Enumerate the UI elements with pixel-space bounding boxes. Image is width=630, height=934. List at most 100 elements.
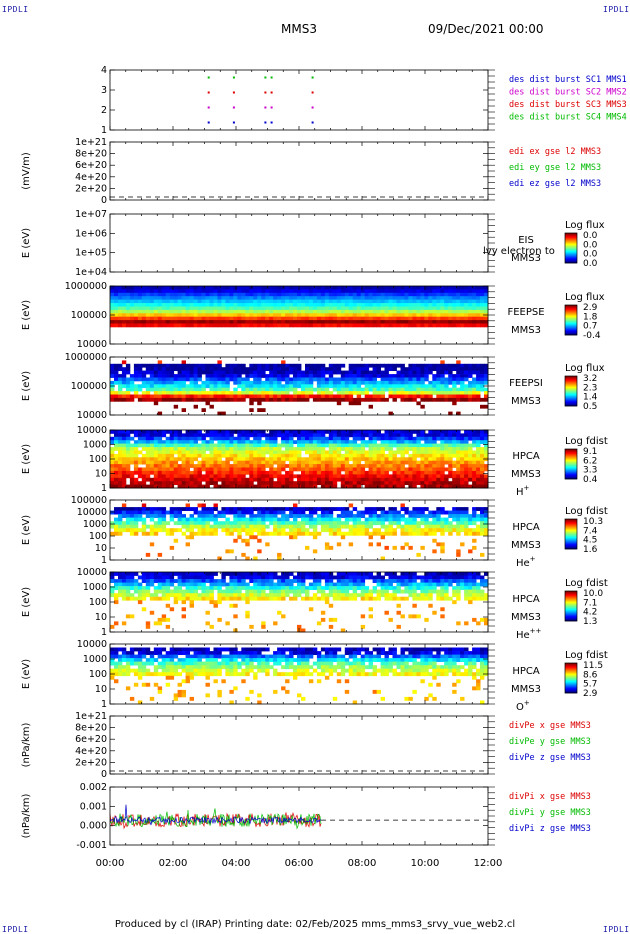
- colorbar: [564, 375, 578, 407]
- heatmap-cell: [396, 394, 401, 399]
- heatmap-cell: [308, 387, 314, 392]
- heatmap-cell: [444, 517, 449, 522]
- heatmap-cell: [328, 296, 334, 300]
- heatmap-cell: [476, 292, 481, 297]
- heatmap-cell: [456, 517, 461, 522]
- heatmap-cell: [420, 510, 425, 515]
- heatmap-cell: [177, 384, 182, 389]
- heatmap-cell: [356, 289, 362, 294]
- heatmap-cell: [480, 460, 485, 465]
- heatmap-cell: [177, 391, 182, 395]
- heatmap-cell: [145, 447, 151, 451]
- heatmap-cell: [205, 391, 210, 395]
- heatmap-cell: [396, 380, 401, 385]
- heatmap-cell: [456, 323, 461, 328]
- heatmap-cell: [145, 582, 151, 587]
- heatmap-cell: [249, 370, 254, 375]
- heatmap-cell: [121, 374, 127, 378]
- heatmap-cell: [265, 391, 270, 395]
- heatmap-cell: [297, 433, 302, 438]
- heatmap-cell: [289, 447, 294, 451]
- heatmap-cell: [241, 316, 246, 321]
- heatmap-cell: [480, 309, 485, 314]
- heatmap-cell: [125, 453, 131, 458]
- burst-marker: [232, 106, 235, 109]
- heatmap-cell: [428, 579, 433, 583]
- heatmap-cell: [396, 524, 401, 529]
- heatmap-cell: [476, 572, 481, 576]
- heatmap-cell: [484, 367, 489, 371]
- heatmap-cell: [141, 470, 147, 475]
- heatmap-cell: [472, 582, 477, 587]
- heatmap-cell: [177, 306, 182, 311]
- heatmap-cell: [217, 514, 222, 518]
- y-tick-label: 4e+20: [75, 172, 107, 183]
- heatmap-cell: [285, 289, 290, 294]
- heatmap-cell: [141, 289, 147, 294]
- heatmap-cell: [153, 481, 159, 485]
- heatmap-cell: [133, 292, 139, 297]
- heatmap-cell: [181, 380, 186, 385]
- heatmap-cell: [149, 575, 155, 580]
- heatmap-cell: [464, 367, 469, 371]
- heatmap-cell: [368, 309, 373, 314]
- instrument-label: HPCA: [512, 451, 540, 462]
- heatmap-cell: [153, 296, 159, 300]
- heatmap-cell: [189, 436, 194, 441]
- heatmap-cell: [289, 320, 294, 324]
- colorbar: [564, 304, 578, 336]
- heatmap-cell: [197, 309, 202, 314]
- heatmap-cell: [297, 443, 302, 448]
- heatmap-cell: [412, 380, 417, 385]
- heatmap-cell: [412, 316, 417, 321]
- heatmap-cell: [484, 433, 489, 438]
- heatmap-cell: [213, 457, 218, 462]
- heatmap-cell: [289, 367, 294, 371]
- heatmap-cell: [312, 470, 318, 475]
- heatmap-cell: [364, 586, 370, 590]
- heatmap-cell: [197, 514, 202, 518]
- heatmap-cell: [308, 464, 314, 468]
- heatmap-cell: [165, 306, 171, 311]
- heatmap-cell: [308, 453, 314, 458]
- heatmap-cell: [336, 367, 342, 371]
- heatmap-cell: [145, 430, 151, 434]
- heatmap-cell: [229, 296, 234, 300]
- heatmap-cell: [380, 474, 385, 479]
- heatmap-cell: [205, 467, 210, 472]
- heatmap-cell: [352, 579, 358, 583]
- heatmap-cell: [332, 370, 338, 375]
- heatmap-cell: [456, 397, 461, 402]
- heatmap-cell: [285, 309, 290, 314]
- heatmap-cell: [368, 470, 373, 475]
- heatmap-cell: [372, 440, 377, 444]
- heatmap-cell: [368, 394, 373, 399]
- heatmap-cell: [137, 292, 143, 297]
- heatmap-cell: [189, 299, 194, 304]
- heatmap-cell: [336, 296, 342, 300]
- heatmap-cell: [360, 380, 366, 385]
- heatmap-cell: [173, 436, 179, 441]
- heatmap-cell: [269, 391, 274, 395]
- heatmap-cell: [364, 299, 370, 304]
- heatmap-cell: [352, 306, 358, 311]
- heatmap-cell: [141, 394, 147, 399]
- heatmap-cell: [257, 440, 262, 444]
- heatmap-cell: [177, 589, 182, 594]
- heatmap-cell: [114, 391, 119, 395]
- heatmap-cell: [440, 360, 445, 365]
- heatmap-cell: [416, 528, 421, 533]
- heatmap-cell: [396, 474, 401, 479]
- heatmap-cell: [241, 309, 246, 314]
- heatmap-cell: [436, 517, 441, 522]
- heatmap-cell: [285, 474, 290, 479]
- heatmap-cell: [424, 572, 429, 576]
- heatmap-cell: [301, 391, 306, 395]
- heatmap-cell: [217, 320, 222, 324]
- heatmap-cell: [281, 589, 286, 594]
- heatmap-cell: [245, 524, 250, 529]
- heatmap-cell: [360, 440, 366, 444]
- heatmap-cell: [352, 391, 358, 395]
- heatmap-cell: [392, 521, 397, 526]
- heatmap-cell: [157, 521, 163, 526]
